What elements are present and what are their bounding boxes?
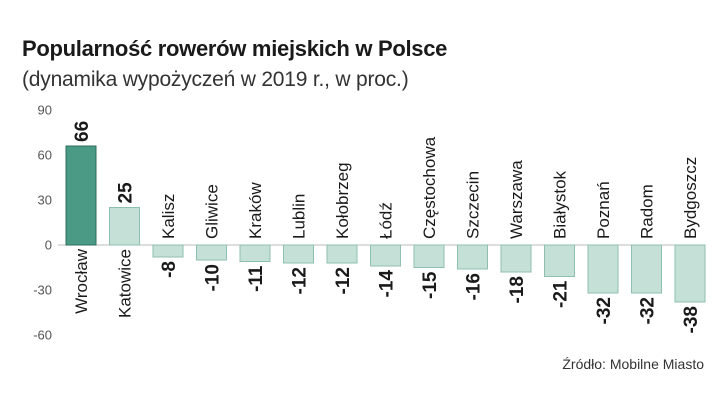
value-label: -11 bbox=[246, 265, 267, 292]
value-label: -16 bbox=[464, 273, 485, 300]
y-tick-label: -30 bbox=[33, 283, 52, 298]
category-label: Łódź bbox=[377, 202, 396, 239]
category-label: Kraków bbox=[246, 182, 265, 239]
bar bbox=[239, 244, 271, 262]
value-label: -18 bbox=[507, 276, 528, 303]
source-note: Źródło: Mobilne Miasto bbox=[562, 356, 704, 372]
bar bbox=[370, 244, 401, 267]
category-label: Lublin bbox=[290, 194, 309, 239]
bar bbox=[326, 244, 358, 264]
bar bbox=[631, 244, 662, 294]
value-label: -32 bbox=[638, 297, 659, 324]
value-label: 25 bbox=[116, 182, 137, 204]
category-label: Wrocław bbox=[72, 248, 91, 314]
bar bbox=[500, 244, 532, 273]
bar bbox=[109, 207, 140, 246]
category-label: Kalisz bbox=[159, 194, 178, 239]
category-label: Radom bbox=[638, 184, 657, 239]
bar bbox=[674, 244, 706, 303]
y-tick-label: 90 bbox=[38, 103, 52, 118]
category-label: Bydgoszcz bbox=[681, 157, 700, 239]
value-label: -21 bbox=[551, 280, 572, 308]
value-label: -14 bbox=[377, 270, 398, 298]
y-tick-label: 60 bbox=[38, 148, 52, 163]
chart-title: Popularność rowerów miejskich w Polsce bbox=[22, 36, 448, 61]
value-label: -8 bbox=[159, 261, 180, 278]
category-label: Poznań bbox=[594, 181, 613, 239]
bar bbox=[152, 244, 184, 258]
value-label: -12 bbox=[290, 267, 311, 294]
y-tick-label: 30 bbox=[38, 193, 52, 208]
chart-subtitle: (dynamika wypożyczeń w 2019 r., w proc.) bbox=[22, 68, 409, 91]
bar bbox=[457, 244, 488, 270]
category-label: Białystok bbox=[551, 170, 570, 239]
category-label: Szczecin bbox=[464, 171, 483, 239]
value-label: -12 bbox=[333, 267, 354, 294]
category-label: Kołobrzeg bbox=[333, 162, 352, 239]
value-label: 66 bbox=[72, 121, 93, 142]
bar bbox=[413, 244, 445, 268]
category-label: Częstochowa bbox=[420, 136, 439, 239]
value-label: -10 bbox=[203, 264, 224, 291]
bar bbox=[65, 145, 97, 246]
value-label: -32 bbox=[594, 297, 615, 324]
bar bbox=[544, 244, 575, 277]
category-label: Katowice bbox=[116, 249, 135, 318]
value-label: -38 bbox=[681, 306, 702, 333]
category-label: Gliwice bbox=[203, 184, 222, 239]
category-label: Warszawa bbox=[507, 160, 526, 239]
value-label: -15 bbox=[420, 271, 441, 299]
y-tick-label: -60 bbox=[33, 328, 52, 343]
bar bbox=[283, 244, 314, 264]
y-tick-label: 0 bbox=[45, 238, 52, 253]
bar bbox=[196, 244, 227, 261]
bar bbox=[587, 244, 619, 294]
